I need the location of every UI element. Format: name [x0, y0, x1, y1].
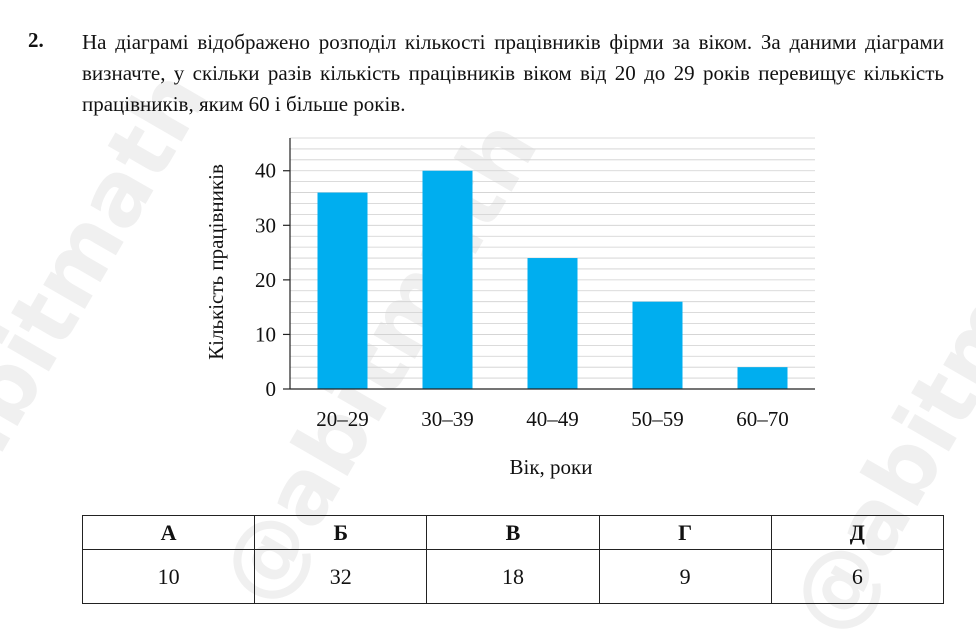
bar: [632, 301, 683, 389]
x-tick-label: 20–29: [316, 407, 369, 431]
answer-value: 32: [254, 549, 428, 604]
y-tick-label: 20: [255, 268, 276, 292]
answer-value: 6: [770, 549, 945, 604]
x-axis-title: Вік, роки: [510, 455, 593, 479]
question-text: На діаграмі відображено розподіл кількос…: [82, 30, 944, 116]
x-tick-label: 50–59: [631, 407, 684, 431]
y-tick-label: 0: [266, 377, 277, 401]
answer-letter: А: [81, 515, 256, 550]
answer-values-row: 10 32 18 9 6: [81, 549, 945, 604]
bar: [527, 258, 578, 389]
answer-table: А Б В Г Д 10 32 18 9 6: [81, 515, 945, 604]
x-tick-label: 60–70: [736, 407, 789, 431]
y-tick-label: 10: [255, 322, 276, 346]
y-tick-label: 30: [255, 213, 276, 237]
answer-letter: Д: [770, 515, 945, 550]
y-tick-labels: 0 10 20 30 40: [255, 159, 290, 401]
x-tick-label: 30–39: [421, 407, 474, 431]
answer-value: 10: [81, 549, 256, 604]
x-tick-labels: 20–29 30–39 40–49 50–59 60–70: [316, 407, 789, 431]
bar: [737, 367, 788, 389]
y-tick-label: 40: [255, 159, 276, 183]
x-tick-label: 40–49: [526, 407, 579, 431]
answer-letter: Г: [598, 515, 772, 550]
question-number: 2.: [28, 28, 44, 52]
answer-letter: В: [426, 515, 600, 550]
answer-value: 9: [598, 549, 772, 604]
bar-chart: 0 10 20 30 40 20–29 30–39 40–49 50–59 60–70 Кіль…: [204, 137, 815, 479]
chart-axes: [289, 138, 815, 390]
answer-letters-row: А Б В Г Д: [81, 515, 945, 550]
answer-letter: Б: [254, 515, 428, 550]
chart-bars: [317, 170, 788, 389]
bar: [422, 170, 473, 389]
answer-value: 18: [426, 549, 600, 604]
y-axis-title: Кількість працівників: [204, 164, 228, 360]
bar: [317, 192, 368, 389]
